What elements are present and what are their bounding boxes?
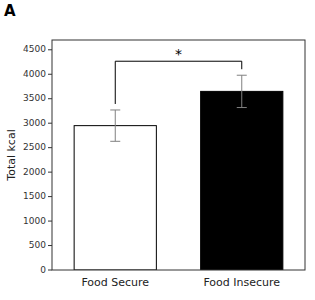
panel-label: A	[4, 2, 16, 20]
error-cap	[110, 109, 120, 110]
y-tick-label: 1500	[23, 191, 46, 201]
y-tick-label: 4000	[23, 69, 46, 79]
bars	[74, 75, 283, 270]
x-tick-label: Food Secure	[81, 276, 149, 289]
y-tick-label: 4500	[23, 44, 46, 54]
y-tick	[48, 221, 52, 222]
y-tick	[48, 49, 52, 50]
y-axis: 0 500 1000 1500 2000 2500 3000 3500 4000 4500	[23, 44, 52, 274]
significance-label: *	[175, 46, 182, 62]
error-stem	[241, 75, 242, 107]
significance-bracket	[115, 61, 242, 104]
error-cap	[237, 75, 247, 76]
y-tick-label: 3000	[23, 118, 46, 128]
y-tick-label: 0	[40, 265, 46, 275]
chart: 0 500 1000 1500 2000 2500 3000 3500 4000 4500 Tota…	[0, 0, 315, 300]
y-tick	[48, 74, 52, 75]
error-bar	[237, 75, 247, 107]
y-tick	[48, 245, 52, 246]
y-tick-label: 3500	[23, 93, 46, 103]
y-tick	[48, 147, 52, 148]
bracket-line	[115, 61, 242, 104]
y-tick	[48, 196, 52, 197]
y-tick-label: 500	[29, 240, 46, 250]
plot-frame	[52, 40, 305, 270]
y-tick-label: 1000	[23, 216, 46, 226]
y-tick	[48, 270, 52, 271]
y-tick	[48, 123, 52, 124]
y-tick	[48, 98, 52, 99]
y-tick-label: 2000	[23, 167, 46, 177]
error-cap	[110, 141, 120, 142]
error-bar	[110, 110, 120, 141]
y-tick-label: 2500	[23, 142, 46, 152]
bar	[201, 91, 283, 270]
error-stem	[115, 110, 116, 141]
y-tick	[48, 172, 52, 173]
y-axis-label: Total kcal	[5, 129, 18, 181]
bar	[74, 126, 156, 270]
error-cap	[237, 107, 247, 108]
x-tick-label: Food Insecure	[203, 276, 280, 289]
